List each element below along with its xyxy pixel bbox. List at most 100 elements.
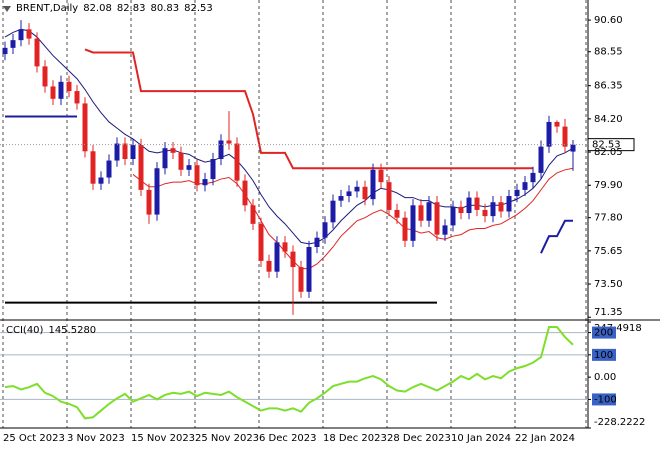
candle-body (178, 152, 184, 170)
y-tick-label: 77.80 (594, 213, 623, 224)
candle-body (234, 143, 240, 181)
ohlc-open: 82.08 (83, 3, 112, 14)
candle-body (194, 165, 200, 186)
y-tick-label: 79.90 (594, 180, 623, 191)
y-tick-label: 88.55 (594, 47, 623, 58)
candle-body (562, 126, 568, 147)
candle-body (122, 143, 128, 159)
candle-body (322, 222, 328, 238)
chart-header: BRENT,Daily 82.08 82.83 80.83 82.53 (3, 3, 213, 14)
candle-body (298, 267, 304, 292)
candle-body (114, 143, 120, 161)
cci-line (4, 326, 574, 420)
candle-body (42, 66, 48, 87)
candle-body (154, 168, 160, 215)
candle-body (274, 242, 280, 272)
indicator-name: CCI(40) (6, 325, 44, 336)
candle-body (218, 140, 224, 159)
candle-body (554, 121, 560, 127)
x-tick-label: 15 Nov 2023 (131, 433, 195, 444)
indicator-line (540, 219, 573, 254)
candle-body (490, 202, 496, 217)
y-tick-label: 84.20 (594, 114, 623, 125)
candle-body (58, 81, 64, 99)
candle-body (346, 191, 352, 197)
ohlc-high: 82.83 (116, 3, 146, 14)
x-tick-label: 28 Dec 2023 (387, 433, 451, 444)
candle-body (314, 237, 320, 247)
y-tick-label: -228.2222 (594, 417, 645, 428)
candle-body (530, 172, 536, 183)
candle-body (330, 200, 336, 223)
candle-body (370, 169, 376, 200)
candle-body (82, 103, 88, 152)
candle-body (570, 144, 576, 152)
indicator-value: 145.5280 (48, 325, 97, 336)
candle-body (538, 146, 544, 173)
candle-body (442, 225, 448, 235)
x-tick-label: 6 Dec 2023 (259, 433, 317, 444)
y-tick-label: 82.05 (594, 147, 623, 158)
x-tick-label: 18 Dec 2023 (323, 433, 387, 444)
cci-header: CCI(40) 145.5280 (6, 325, 96, 336)
candle-body (418, 205, 424, 221)
candle-body (450, 206, 456, 226)
candle-body (426, 202, 432, 221)
x-tick-label: 25 Nov 2023 (195, 433, 259, 444)
candle-body (394, 209, 400, 218)
y-tick-label: 73.50 (594, 279, 623, 290)
candle-body (290, 251, 296, 268)
candle-body (498, 202, 504, 212)
candle-body (402, 217, 408, 241)
y-tick-label: 71.35 (594, 307, 623, 318)
y-tick-label: 100 (594, 350, 613, 361)
candle-body (26, 29, 32, 39)
y-tick-label: 247.4918 (594, 323, 642, 334)
price-tag: 82.53 (592, 140, 621, 151)
candle-body (66, 81, 72, 92)
candle-body (74, 91, 80, 104)
candle-body (130, 145, 136, 159)
candle-body (250, 205, 256, 224)
ohlc-low: 80.83 (150, 3, 180, 14)
indicator-line (84, 48, 533, 170)
candle-body (258, 223, 264, 261)
candle-body (90, 151, 96, 184)
candle-body (146, 189, 152, 215)
candle-body (482, 209, 488, 217)
candle-body (266, 260, 272, 272)
y-tick-label: -100 (594, 394, 617, 405)
level-tag (592, 326, 616, 339)
candle-body (306, 246, 312, 292)
candle-body (354, 186, 360, 192)
candle-body (466, 197, 472, 214)
y-tick-label: 75.65 (594, 246, 623, 257)
candle-body (338, 196, 344, 201)
candle-body (10, 40, 16, 48)
y-tick-label: 0.00 (594, 372, 616, 383)
level-tag (592, 393, 616, 406)
y-tick-label: 90.60 (594, 15, 623, 26)
candle-body (458, 206, 464, 214)
candle-body (434, 202, 440, 235)
candle-body (506, 196, 512, 212)
candle-body (2, 47, 8, 55)
candle-body (138, 145, 144, 190)
candle-body (18, 29, 24, 41)
candle-body (410, 205, 416, 241)
x-tick-label: 10 Jan 2024 (451, 433, 511, 444)
x-tick-label: 3 Nov 2023 (67, 433, 125, 444)
candle-body (210, 159, 216, 180)
candle-body (202, 179, 208, 186)
candle-body (386, 182, 392, 210)
candle-body (106, 160, 112, 178)
level-tag (592, 348, 616, 361)
candle-body (282, 242, 288, 252)
x-tick-label: 22 Jan 2024 (515, 433, 575, 444)
candle-body (362, 186, 368, 200)
price-tag-box (587, 138, 635, 152)
ohlc-close: 82.53 (184, 3, 213, 14)
